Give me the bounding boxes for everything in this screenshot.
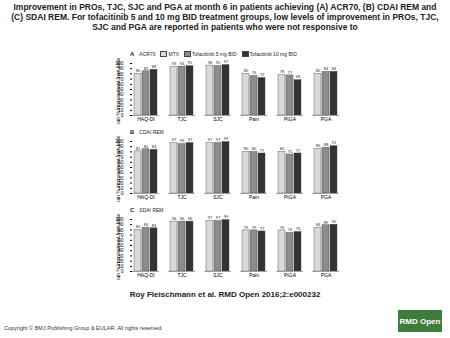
svg-text:80: 80 (252, 146, 257, 151)
svg-text:80: 80 (136, 224, 141, 229)
svg-text:76: 76 (252, 70, 257, 75)
svg-text:HAQ-DI: HAQ-DI (137, 272, 155, 278)
html-text:ACR70: ACR70 (139, 51, 156, 57)
html-text:CDAI REM: CDAI REM (139, 129, 164, 135)
svg-text:84: 84 (152, 144, 157, 149)
svg-text:PGA: PGA (321, 272, 332, 278)
svg-text:80: 80 (316, 68, 321, 73)
svg-text:Mean % improvement from baseli: Mean % improvement from baseline (115, 214, 121, 280)
svg-text:94: 94 (180, 61, 185, 66)
svg-text:83: 83 (152, 223, 157, 228)
svg-text:95: 95 (216, 60, 221, 65)
svg-text:99: 99 (224, 136, 229, 141)
svg-text:95: 95 (188, 60, 193, 65)
svg-text:96: 96 (188, 216, 193, 221)
html-text:RMD Open: RMD Open (399, 316, 441, 326)
html-text:B: B (130, 129, 135, 135)
svg-text:68: 68 (296, 74, 301, 79)
svg-text:HAQ-DI: HAQ-DI (137, 194, 155, 200)
svg-text:PGA: PGA (321, 116, 332, 122)
html-text:Improvement in PROs, TJC, SJC: Improvement in PROs, TJC, SJC and PGA at… (11, 2, 439, 32)
html-text:C: C (130, 207, 135, 213)
svg-text:80: 80 (136, 68, 141, 73)
svg-text:PtGA: PtGA (284, 194, 297, 200)
svg-text:77: 77 (260, 226, 265, 231)
svg-text:Pain: Pain (249, 194, 259, 200)
html-text:Copyright © BMJ Publishing Gro: Copyright © BMJ Publishing Group & EULAR… (4, 325, 163, 331)
svg-text:97: 97 (172, 137, 177, 142)
svg-text:93: 93 (172, 61, 177, 66)
html-text:MTX: MTX (168, 50, 179, 57)
svg-text:Mean % improvement from baseli: Mean % improvement from baseline (115, 136, 121, 202)
svg-text:88: 88 (152, 64, 157, 69)
svg-text:97: 97 (188, 137, 193, 142)
html-text:Tofacitinib 5 mg BID: Tofacitinib 5 mg BID (192, 50, 237, 57)
svg-text:PGA: PGA (321, 194, 332, 200)
svg-text:97: 97 (216, 137, 221, 142)
html-text:Tofacitinib 10 mg BID: Tofacitinib 10 mg BID (249, 50, 297, 57)
svg-text:75: 75 (288, 149, 293, 154)
svg-text:0: 0 (121, 190, 124, 196)
svg-text:79: 79 (280, 225, 285, 230)
svg-text:72: 72 (260, 72, 265, 77)
svg-text:85: 85 (144, 66, 149, 71)
svg-text:96: 96 (172, 216, 177, 221)
svg-text:SJC: SJC (213, 272, 223, 278)
svg-text:97: 97 (224, 59, 229, 64)
svg-text:88: 88 (324, 142, 329, 147)
svg-text:86: 86 (316, 143, 321, 148)
html-text:A: A (130, 51, 135, 57)
svg-text:80: 80 (280, 146, 285, 151)
svg-text:97: 97 (208, 137, 213, 142)
svg-text:79: 79 (244, 225, 249, 230)
svg-text:81: 81 (136, 146, 141, 151)
svg-text:PtGA: PtGA (284, 116, 297, 122)
html-text:SDAI REM: SDAI REM (139, 207, 164, 213)
svg-text:76: 76 (296, 226, 301, 231)
svg-text:84: 84 (316, 222, 321, 227)
svg-text:97: 97 (216, 215, 221, 220)
svg-text:79: 79 (252, 225, 257, 230)
svg-text:95: 95 (180, 138, 185, 143)
svg-text:TJC: TJC (177, 194, 187, 200)
svg-text:77: 77 (288, 70, 293, 75)
svg-text:90: 90 (332, 219, 337, 224)
svg-text:HAQ-DI: HAQ-DI (137, 116, 155, 122)
svg-text:TJC: TJC (177, 272, 187, 278)
svg-text:74: 74 (288, 227, 293, 232)
svg-text:TJC: TJC (177, 116, 187, 122)
svg-text:0: 0 (121, 268, 124, 274)
svg-text:99: 99 (224, 214, 229, 219)
svg-text:96: 96 (180, 216, 185, 221)
svg-text:80: 80 (244, 68, 249, 73)
svg-text:84: 84 (324, 66, 329, 71)
svg-text:97: 97 (208, 215, 213, 220)
svg-text:84: 84 (332, 66, 337, 71)
svg-text:Pain: Pain (249, 116, 259, 122)
svg-text:91: 91 (332, 140, 337, 145)
svg-text:77: 77 (296, 148, 301, 153)
html-text:Roy Fleischmann et al. RMD Ope: Roy Fleischmann et al. RMD Open 2016;2:e… (129, 290, 321, 299)
svg-text:PtGA: PtGA (284, 272, 297, 278)
svg-text:80: 80 (244, 146, 249, 151)
svg-text:96: 96 (208, 60, 213, 65)
svg-text:SJC: SJC (213, 116, 223, 122)
svg-text:89: 89 (324, 220, 329, 225)
svg-text:84: 84 (144, 222, 149, 227)
svg-text:78: 78 (280, 69, 285, 74)
svg-text:SJC: SJC (213, 194, 223, 200)
svg-text:85: 85 (144, 144, 149, 149)
svg-text:Pain: Pain (249, 272, 259, 278)
svg-text:77: 77 (260, 148, 265, 153)
svg-text:0: 0 (121, 112, 124, 118)
svg-text:Mean % improvement from baseli: Mean % improvement from baseline (115, 58, 121, 124)
